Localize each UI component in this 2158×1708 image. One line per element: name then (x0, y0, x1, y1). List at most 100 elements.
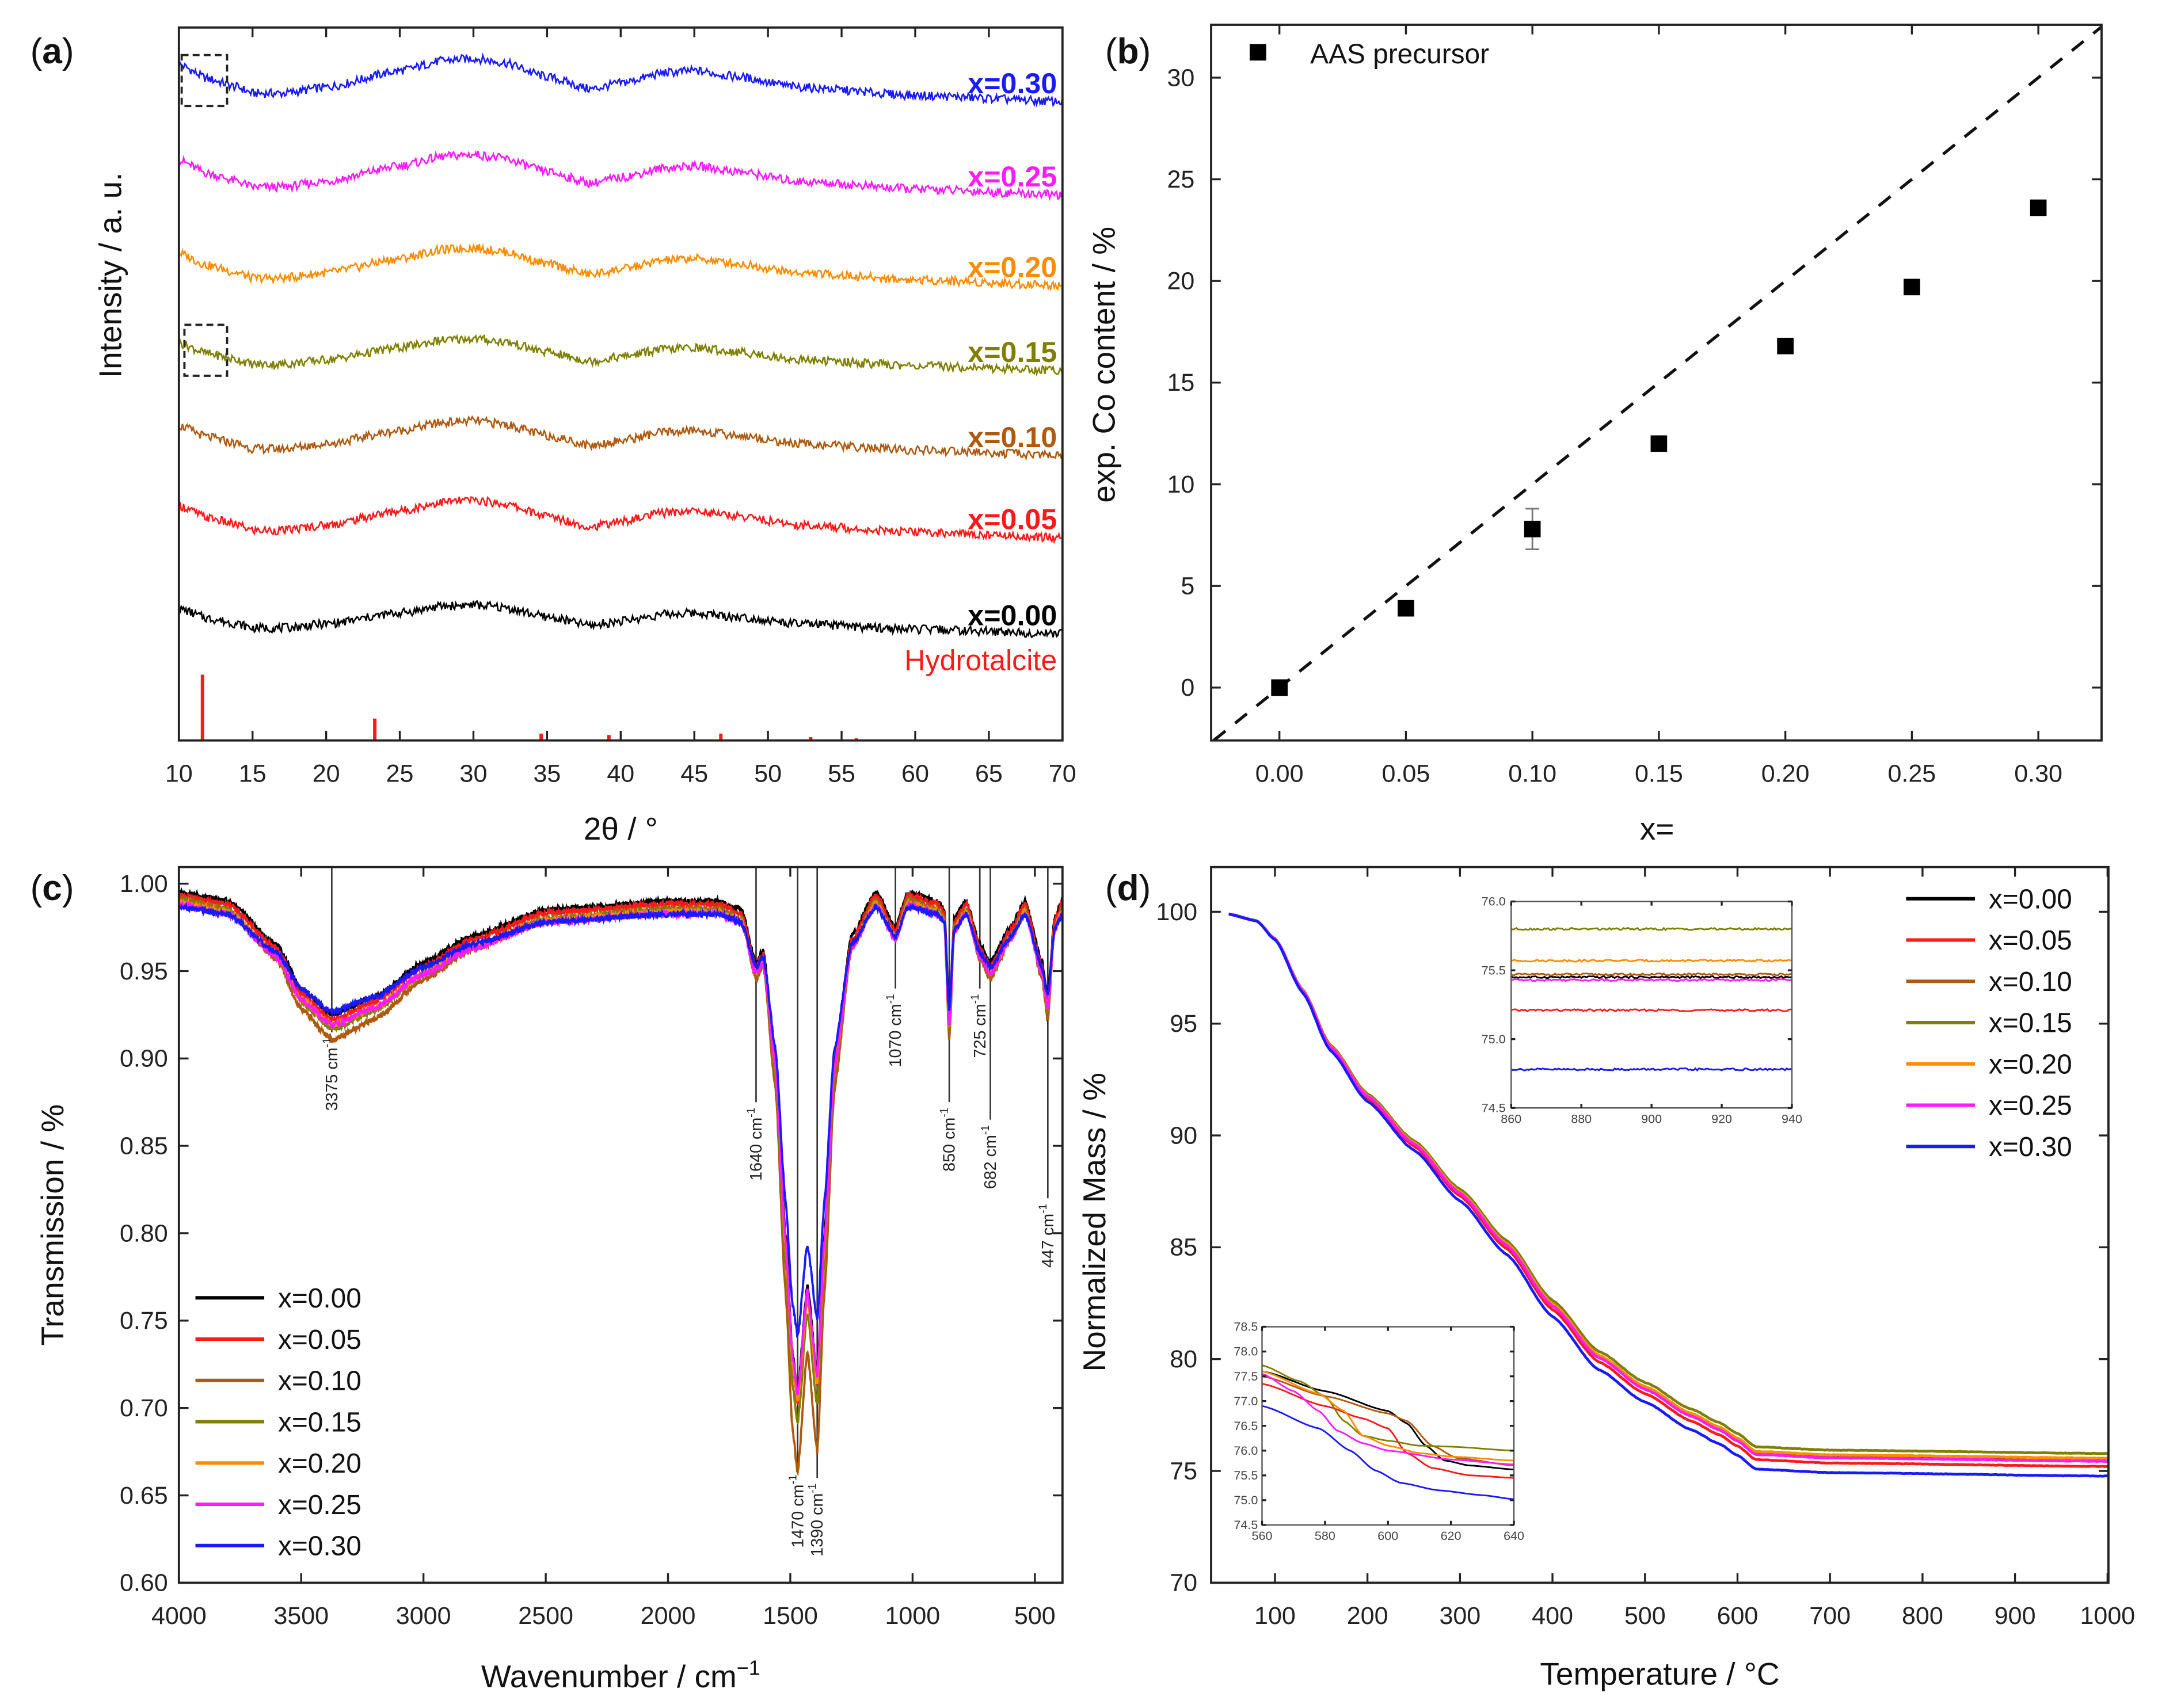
peak-annotation: 1640 cm-1 (745, 1108, 766, 1181)
inset-high-y-tick-label: 75.0 (1482, 1032, 1506, 1046)
peak-annotation: 1390 cm-1 (806, 1484, 827, 1557)
peak-annotation-text: 3375 cm (323, 1047, 341, 1111)
legend-marker (1249, 44, 1266, 61)
d-x-tick-label: 500 (1624, 1602, 1666, 1630)
legend-label: x=0.20 (278, 1448, 361, 1479)
b-x-tick-label: 0.15 (1635, 760, 1683, 787)
inset-low-series-x=0.20 (1262, 1370, 1514, 1462)
xrd-series-x=0.20 (178, 243, 1063, 292)
legend-label: x=0.15 (1989, 1008, 2072, 1039)
inset-low-series-x=0.25 (1262, 1372, 1514, 1466)
b-x-tick-label: 0.05 (1382, 760, 1430, 787)
inset-low-y-tick-label: 74.5 (1234, 1518, 1258, 1532)
b-x-tick-label: 0.00 (1255, 760, 1304, 787)
dashed-highlight-box (183, 323, 229, 377)
a-x-tick-label: 20 (313, 760, 340, 787)
d-x-tick-label: 800 (1902, 1602, 1943, 1630)
data-point (1904, 279, 1920, 296)
tga-series-x=0.30 (1228, 912, 2108, 1478)
inset-high-x-tick-label: 900 (1641, 1112, 1662, 1126)
inset-low-x-tick-label: 580 (1315, 1529, 1335, 1543)
inset-high-series-x=0.10 (1510, 972, 1792, 977)
c-x-tick-label: 3500 (273, 1602, 329, 1630)
inset-high-y-tick-label: 75.5 (1482, 963, 1506, 977)
d-x-tick-label: 100 (1254, 1602, 1296, 1630)
d-x-tick-label: 400 (1532, 1602, 1573, 1630)
peak-annotation-text: 1470 cm (789, 1485, 807, 1548)
c-x-axis-title: Wavenumber / cm−1 (481, 1657, 760, 1695)
c-x-tick-label: 4000 (151, 1602, 207, 1630)
d-x-tick-label: 700 (1809, 1602, 1851, 1630)
peak-annotation: 850 cm-1 (939, 1108, 959, 1172)
legend-label: x=0.05 (1989, 925, 2072, 956)
d-x-tick-label: 900 (1995, 1602, 2036, 1630)
c-x-tick-label: 1500 (763, 1602, 818, 1630)
peak-annotation-text: 850 cm (941, 1118, 959, 1172)
inset-high-x-tick-label: 860 (1501, 1112, 1521, 1126)
peak-annotation-text: 725 cm (971, 1004, 989, 1058)
b-y-tick-label: 20 (1167, 268, 1194, 295)
ftir-series-x=0.30 (177, 902, 1064, 1338)
dashed-highlight-box (180, 54, 229, 108)
data-point (1777, 337, 1794, 354)
legend-label: x=0.00 (278, 1283, 361, 1314)
xrd-series-x=0.05 (178, 496, 1063, 544)
peak-annotation: 1470 cm-1 (787, 1475, 807, 1548)
inset-low-y-tick-label: 77.0 (1234, 1394, 1258, 1408)
inset-low-y-tick-label: 78.5 (1234, 1320, 1258, 1334)
inset-low-y-tick-label: 77.5 (1234, 1370, 1258, 1383)
peak-annotation-sup: -1 (980, 1125, 992, 1135)
c-x-axis-title-sup: −1 (737, 1657, 760, 1680)
panel-d-tga: x=0.00 x=0.05 x=0.10 x=0.15 x=0.20 x=0.25 x=0.… (1156, 866, 2135, 1630)
inset-low-series-x=0.10 (1262, 1375, 1514, 1467)
panel-label-c: (c) (31, 868, 74, 908)
d-y-tick-label: 80 (1170, 1345, 1197, 1373)
peak-annotation-sup: -1 (787, 1475, 799, 1485)
d-x-tick-label: 600 (1717, 1602, 1759, 1630)
inset-low-x-tick-label: 620 (1441, 1529, 1461, 1543)
a-x-tick-label: 65 (975, 760, 1003, 787)
legend-label: x=0.00 (1989, 884, 2072, 914)
data-point (1524, 520, 1541, 537)
inset-low-series-x=0.15 (1262, 1364, 1514, 1452)
peak-annotation-text: 1070 cm (886, 1004, 905, 1067)
peak-annotation: 1070 cm-1 (885, 994, 905, 1067)
tga-series-x=0.25 (1228, 913, 2108, 1463)
d-y-tick-label: 100 (1156, 898, 1197, 926)
legend-label: x=0.30 (1989, 1132, 2072, 1162)
inset-high-series-x=0.15 (1510, 927, 1792, 931)
a-x-axis-title: 2θ / ° (584, 811, 658, 847)
panel-a-xrd: x=0.30 x=0.25 x=0.20 x=0.15 x=0.10 x=0.05 x=0.… (165, 26, 1076, 787)
d-y-axis-title: Normalized Mass / % (1076, 1073, 1112, 1372)
c-y-tick-label: 0.65 (120, 1482, 168, 1509)
d-y-tick-label: 75 (1170, 1457, 1197, 1485)
panel-label-b: (b) (1105, 32, 1151, 71)
b-y-tick-label: 10 (1167, 471, 1194, 498)
xrd-series-x=0.15 (178, 334, 1064, 377)
xrd-series-x=0.25 (178, 150, 1064, 201)
legend-label: x=0.25 (278, 1490, 361, 1520)
data-point (1650, 435, 1668, 452)
legend-label: x=0.20 (1989, 1049, 2072, 1080)
c-y-tick-label: 0.85 (120, 1132, 168, 1160)
peak-annotation-sup: -1 (939, 1108, 951, 1118)
tga-series-x=0.05 (1228, 913, 2108, 1468)
inset-low-x-tick-label: 600 (1377, 1529, 1398, 1543)
xrd-series-x=0.10 (178, 415, 1063, 461)
a-x-tick-label: 70 (1049, 760, 1076, 787)
c-y-tick-label: 0.95 (120, 958, 168, 985)
c-y-tick-label: 0.70 (120, 1394, 168, 1422)
inset-low-y-tick-label: 75.5 (1234, 1469, 1258, 1482)
b-y-tick-label: 15 (1167, 369, 1194, 396)
c-x-tick-label: 1000 (885, 1602, 941, 1630)
d-x-tick-label: 1000 (2080, 1602, 2135, 1630)
peak-annotation-sup: -1 (806, 1484, 819, 1493)
a-x-tick-label: 45 (680, 760, 708, 787)
peak-annotation-text: 1390 cm (808, 1493, 827, 1557)
peak-annotation-text: 682 cm (981, 1135, 1000, 1189)
data-point (1398, 600, 1414, 617)
c-y-tick-label: 0.90 (120, 1045, 168, 1073)
peak-annotation-text: 447 cm (1039, 1214, 1057, 1268)
d-x-tick-label: 200 (1347, 1602, 1388, 1630)
